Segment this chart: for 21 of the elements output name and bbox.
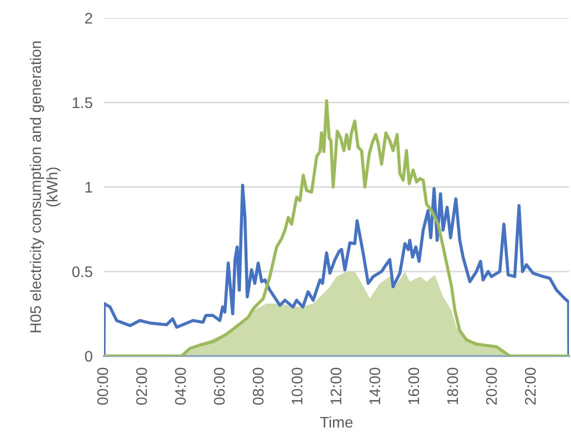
x-tick-label: 10:00 (292, 368, 302, 404)
x-tick-label: 22:00 (524, 368, 536, 405)
x-tick-label: 06:00 (214, 368, 225, 405)
x-tick-label: 12:00 (330, 368, 342, 404)
y-tick-label: 0 (84, 350, 92, 362)
x-tick-label: 00:00 (97, 368, 108, 405)
y-tick-label: 0.5 (72, 266, 92, 278)
y-tick-label: 2 (85, 12, 92, 24)
line-series (104, 99, 569, 356)
line-series (104, 184, 569, 356)
y-tick-label: 1.5 (72, 98, 92, 108)
x-tick-label: 08:00 (252, 368, 264, 405)
x-tick-label: 14:00 (369, 368, 380, 404)
x-tick-label: 20:00 (486, 368, 497, 405)
x-tick-label: 18:00 (447, 368, 458, 404)
x-tick-label: 02:00 (136, 368, 147, 405)
x-tick-label: 16:00 (408, 368, 420, 404)
x-tick-label: 04:00 (175, 368, 186, 405)
y-tick-label: 1 (86, 182, 92, 193)
y-axis-title: H05 electricity consumption and generation (kWh) (30, 41, 61, 332)
x-axis-title: Time (320, 416, 353, 428)
